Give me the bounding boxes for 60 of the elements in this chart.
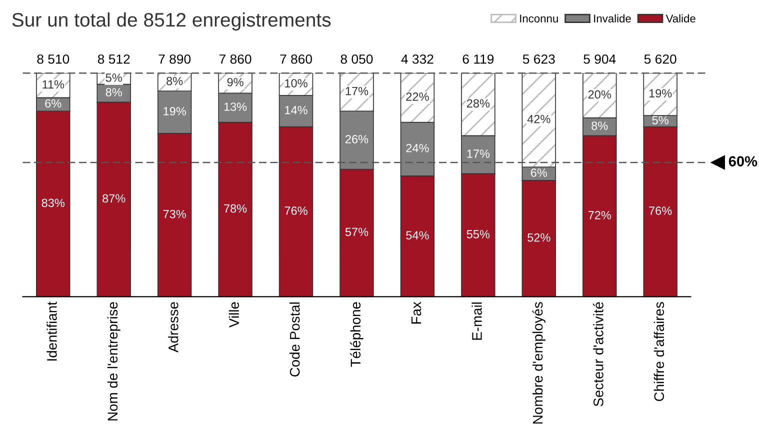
data-label: 14%	[285, 106, 308, 114]
data-label: 5%	[652, 116, 668, 124]
x-tick-label: E-mail	[472, 302, 482, 340]
data-label: 73%	[163, 210, 186, 218]
x-tick-label: Code Postal	[290, 302, 300, 377]
data-label: 72%	[588, 211, 612, 220]
data-label: 5%	[106, 74, 122, 82]
data-label: 6%	[530, 168, 547, 177]
legend-label: Inconnu	[520, 14, 558, 22]
data-label: 6%	[45, 99, 62, 108]
data-label: 17%	[346, 86, 368, 96]
data-label: 55%	[466, 230, 490, 238]
text: 5 904	[584, 54, 616, 64]
data-label: 52%	[528, 233, 550, 242]
data-label: 76%	[649, 206, 672, 215]
text: 4 332	[401, 54, 434, 64]
text: 5 623	[522, 54, 555, 64]
x-tick-label: Ville	[228, 302, 240, 328]
data-label: 8%	[166, 76, 183, 86]
x-tick-label: Chiffre d'affaires	[654, 302, 664, 402]
data-label: 9%	[227, 78, 244, 86]
data-label: 26%	[346, 134, 368, 144]
x-tick-label: Identifiant	[46, 302, 57, 360]
x-tick-label: Fax	[411, 302, 422, 324]
text: 7 860	[280, 54, 312, 64]
x-tick-label: Secteur d'activité	[592, 302, 604, 406]
x-tick-label: Nom de l'entreprise	[107, 302, 120, 420]
data-label: 24%	[406, 144, 429, 152]
x-tick-label: Nombre d'employés	[532, 302, 546, 424]
text: 7 890	[158, 54, 191, 64]
data-label: 10%	[285, 79, 308, 88]
data-label: 87%	[102, 194, 126, 203]
text: 7 860	[219, 54, 252, 64]
text: 8 512	[98, 54, 130, 64]
x-tick-label: Adresse	[168, 302, 178, 352]
x-tick-label: Téléphone	[350, 302, 364, 367]
text: 8 510	[37, 54, 70, 64]
data-label: 11%	[42, 80, 64, 89]
ref-line-label: 60%	[728, 156, 758, 166]
chart-title: Sur un total de 8512 enregistrements	[12, 12, 331, 31]
data-label: 57%	[345, 228, 368, 236]
data-label: 20%	[588, 90, 612, 99]
data-label: 28%	[466, 99, 490, 108]
data-label: 8%	[592, 122, 608, 130]
legend-label: Valide	[666, 14, 696, 22]
legend-label: Invalide	[594, 14, 631, 22]
text: 5 620	[644, 54, 676, 64]
data-label: 42%	[527, 114, 550, 124]
data-label: 17%	[467, 150, 490, 158]
data-label: 78%	[224, 204, 247, 213]
data-label: 76%	[284, 206, 308, 215]
text: 8 050	[340, 54, 373, 64]
data-label: 13%	[224, 102, 247, 111]
data-label: 83%	[42, 198, 65, 208]
text: 6 119	[462, 54, 494, 64]
data-label: 19%	[164, 107, 186, 116]
data-label: 19%	[649, 89, 672, 98]
data-label: 54%	[406, 231, 429, 240]
data-label: 8%	[106, 88, 122, 96]
data-label: 22%	[406, 92, 429, 101]
